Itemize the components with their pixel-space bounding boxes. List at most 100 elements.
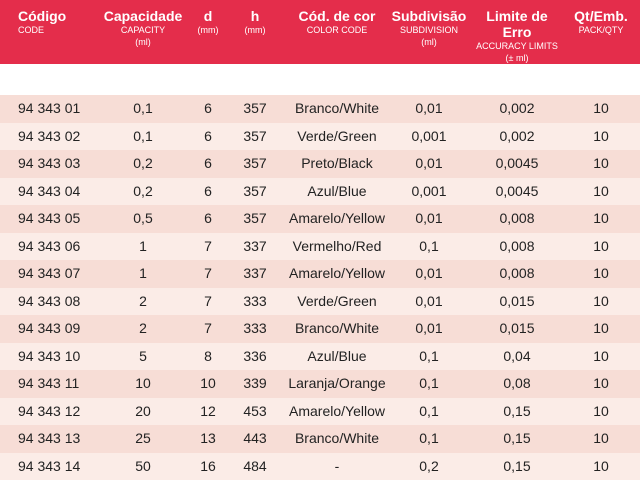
- cell-subdivision: 0,01: [415, 320, 443, 336]
- cell-d: 7: [204, 237, 212, 254]
- header-limit: Limite de Erro ACCURACY LIMITS (± ml): [470, 8, 564, 64]
- header-h-label: h: [250, 8, 260, 24]
- cell-capacity: 20: [135, 402, 151, 419]
- cell-capacity: 0,2: [133, 182, 153, 199]
- cell-qty: 10: [593, 100, 609, 116]
- cell-limit: 0,015: [499, 292, 535, 309]
- table-body: 94 343 01 0,1 6 357 Branco/White 0,01 0,002 10 9…: [0, 95, 640, 480]
- header-code-sublabel: CODE: [18, 25, 45, 35]
- cell-code: 94 343 06: [18, 237, 81, 254]
- header-code: Código CODE: [18, 8, 98, 36]
- cell-subdivision: 0,2: [419, 457, 439, 474]
- cell-qty: 10: [593, 292, 609, 309]
- table-row: 94 343 12 20 12 453 Amarelo/Yellow 0,1 0,15 10: [0, 397, 640, 425]
- cell-subdivision: 0,1: [419, 402, 439, 419]
- cell-color: Laranja/Orange: [288, 375, 386, 391]
- header-limit-label: Limite de Erro: [486, 8, 548, 40]
- cell-capacity: 50: [135, 457, 151, 474]
- cell-limit: 0,08: [503, 375, 531, 391]
- cell-d: 13: [200, 430, 216, 446]
- header-subdivision-label: Subdivisão: [391, 8, 467, 24]
- cell-color: Vermelho/Red: [292, 237, 382, 254]
- header-capacity: Capacidade CAPACITY (ml): [100, 8, 186, 48]
- cell-subdivision: 0,01: [415, 292, 443, 309]
- header-d-label: d: [203, 8, 213, 24]
- header-capacity-label: Capacidade: [103, 8, 183, 24]
- cell-d: 6: [204, 210, 212, 226]
- cell-capacity: 10: [135, 375, 151, 391]
- cell-color: Branco/White: [294, 430, 380, 446]
- cell-subdivision: 0,1: [419, 430, 439, 446]
- header-subdivision-unit: (ml): [421, 37, 437, 47]
- cell-subdivision: 0,01: [415, 100, 443, 116]
- cell-code: 94 343 10: [18, 347, 81, 364]
- cell-qty: 10: [593, 320, 609, 336]
- cell-capacity: 2: [139, 292, 147, 309]
- cell-limit: 0,002: [499, 127, 535, 144]
- cell-d: 12: [200, 402, 216, 419]
- cell-capacity: 0,2: [133, 155, 153, 171]
- cell-code: 94 343 07: [18, 265, 81, 281]
- header-color: Cód. de cor COLOR CODE: [282, 8, 392, 36]
- table-row: 94 343 14 50 16 484 - 0,2 0,15 10: [0, 452, 640, 480]
- cell-capacity: 0,1: [133, 100, 153, 116]
- cell-qty: 10: [593, 182, 609, 199]
- cell-qty: 10: [593, 430, 609, 446]
- table-row: 94 343 03 0,2 6 357 Preto/Black 0,01 0,0045 10: [0, 150, 640, 178]
- cell-h: 333: [243, 320, 267, 336]
- cell-limit: 0,008: [499, 210, 535, 226]
- cell-code: 94 343 12: [18, 402, 81, 419]
- cell-d: 6: [204, 127, 212, 144]
- cell-d: 10: [200, 375, 216, 391]
- cell-color: Amarelo/Yellow: [289, 265, 385, 281]
- header-capacity-unit: (ml): [135, 37, 151, 47]
- cell-h: 357: [243, 100, 267, 116]
- table-row: 94 343 08 2 7 333 Verde/Green 0,01 0,015 10: [0, 287, 640, 315]
- cell-code: 94 343 01: [18, 100, 81, 116]
- table-row: 94 343 04 0,2 6 357 Azul/Blue 0,001 0,0045 10: [0, 177, 640, 205]
- cell-color: Branco/White: [294, 320, 380, 336]
- cell-color: Verde/Green: [297, 292, 377, 309]
- cell-d: 7: [204, 292, 212, 309]
- header-h-unit: (mm): [244, 25, 266, 35]
- cell-color: Amarelo/Yellow: [289, 402, 385, 419]
- cell-qty: 10: [593, 457, 609, 474]
- cell-qty: 10: [593, 375, 609, 391]
- cell-limit: 0,0045: [495, 182, 539, 199]
- cell-limit: 0,008: [499, 265, 535, 281]
- cell-code: 94 343 02: [18, 127, 81, 144]
- header-qty-sublabel: PACK/QTY: [578, 25, 624, 35]
- cell-capacity: 0,5: [133, 210, 153, 226]
- cell-d: 7: [204, 320, 212, 336]
- cell-limit: 0,015: [499, 320, 535, 336]
- table-header: Código CODE Capacidade CAPACITY (ml) d (…: [0, 0, 640, 64]
- cell-capacity: 5: [139, 347, 147, 364]
- cell-qty: 10: [593, 237, 609, 254]
- cell-qty: 10: [593, 210, 609, 226]
- table-row: 94 343 01 0,1 6 357 Branco/White 0,01 0,002 10: [0, 95, 640, 123]
- cell-color: Branco/White: [294, 100, 380, 116]
- header-limit-unit: (± ml): [505, 53, 529, 63]
- cell-h: 357: [243, 127, 267, 144]
- header-d-unit: (mm): [197, 25, 219, 35]
- cell-capacity: 25: [135, 430, 151, 446]
- cell-h: 337: [243, 265, 267, 281]
- header-qty: Qt/Emb. PACK/QTY: [568, 8, 634, 36]
- cell-limit: 0,0045: [495, 155, 539, 171]
- header-color-label: Cód. de cor: [298, 8, 376, 24]
- cell-d: 8: [204, 347, 212, 364]
- cell-d: 6: [204, 155, 212, 171]
- header-limit-sublabel: ACCURACY LIMITS: [476, 41, 558, 51]
- cell-h: 336: [243, 347, 267, 364]
- cell-color: Preto/Black: [301, 155, 373, 171]
- table-row: 94 343 02 0,1 6 357 Verde/Green 0,001 0,002 10: [0, 122, 640, 150]
- cell-code: 94 343 09: [18, 320, 81, 336]
- cell-limit: 0,15: [503, 457, 531, 474]
- cell-code: 94 343 03: [18, 155, 81, 171]
- cell-h: 443: [243, 430, 267, 446]
- cell-h: 453: [243, 402, 267, 419]
- cell-subdivision: 0,001: [411, 182, 447, 199]
- cell-capacity: 0,1: [133, 127, 153, 144]
- cell-subdivision: 0,01: [415, 155, 443, 171]
- header-capacity-sublabel: CAPACITY: [120, 25, 166, 35]
